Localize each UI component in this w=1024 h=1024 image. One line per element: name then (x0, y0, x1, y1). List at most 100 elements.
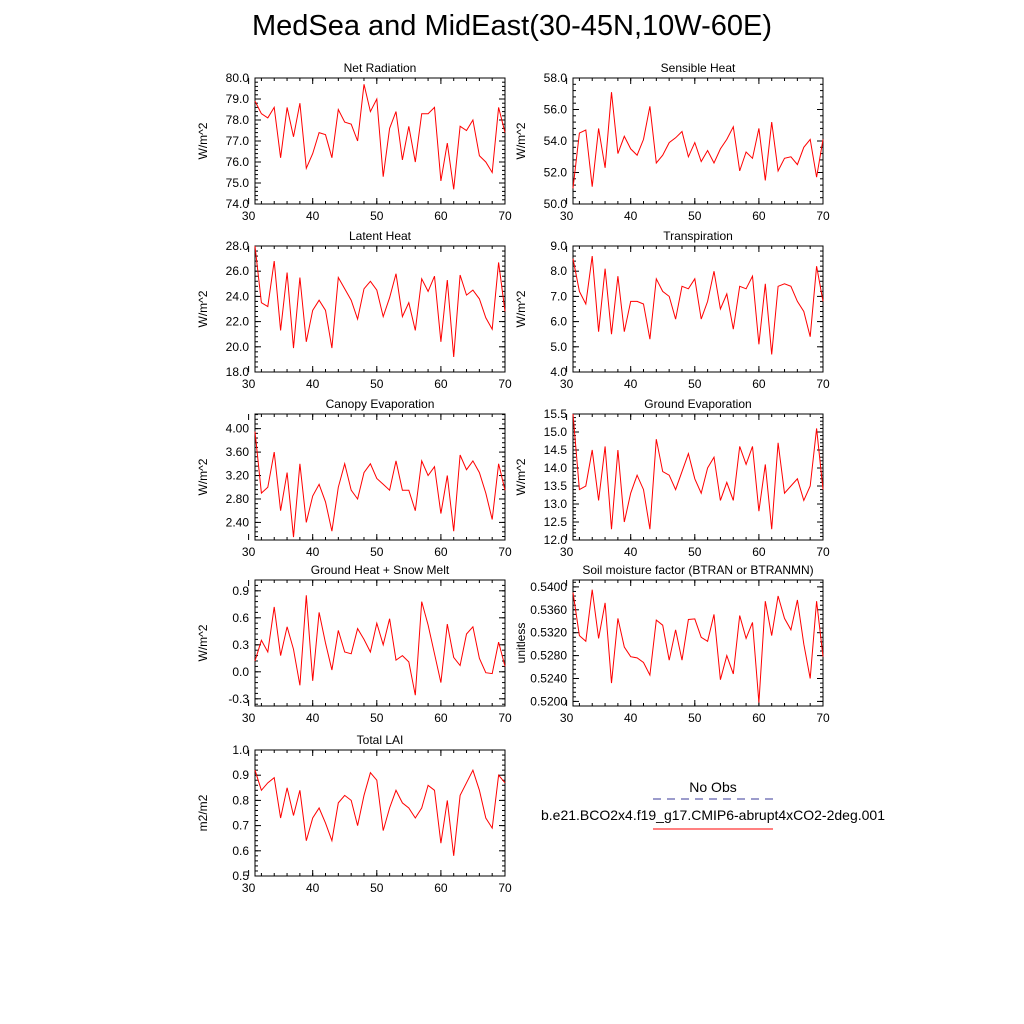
y-tick-label: 15.5 (544, 407, 568, 421)
legend-line-model-run (653, 828, 773, 830)
y-tick-label: 0.5360 (530, 603, 567, 617)
y-axis-label: W/m^2 (514, 122, 528, 159)
y-axis-label: W/m^2 (196, 458, 210, 495)
y-axis-label: W/m^2 (196, 122, 210, 159)
chart-panel-9: Total LAI m2/m2 30 40 50 60 70 0.5 0.6 0.7 0.8 0.9 1… (196, 733, 512, 895)
chart-panel-5: Canopy Evaporation W/m^2 30 40 50 60 70 2.40 2.8… (196, 397, 512, 559)
x-tick-label: 40 (306, 377, 320, 391)
x-tick-label: 50 (688, 545, 702, 559)
y-tick-label: 13.5 (544, 479, 568, 493)
y-axis-label: m2/m2 (196, 794, 210, 831)
chart-title: Latent Heat (349, 229, 412, 243)
y-tick-label: 4.0 (550, 365, 567, 379)
y-tick-label: -0.3 (228, 692, 249, 706)
x-tick-label: 30 (560, 545, 574, 559)
y-tick-label: 0.5 (232, 869, 249, 883)
x-tick-label: 50 (688, 209, 702, 223)
x-tick-label: 30 (560, 711, 574, 725)
chart-panel-1: Net Radiation W/m^2 30 40 50 60 70 74.0 75.0 76.0… (196, 61, 512, 223)
y-tick-label: 0.5320 (530, 626, 567, 640)
chart-panel-2: Sensible Heat W/m^2 30 40 50 60 70 50.0 52.0 54.0… (514, 61, 830, 223)
y-axis-label: W/m^2 (196, 624, 210, 661)
chart-title: Sensible Heat (661, 61, 736, 75)
x-tick-label: 60 (752, 545, 766, 559)
y-tick-label: 50.0 (544, 197, 568, 211)
chart-title: Ground Evaporation (644, 397, 751, 411)
y-axis-label: W/m^2 (514, 458, 528, 495)
plot-frame (572, 245, 824, 373)
legend-label-no-obs: No Obs (689, 779, 737, 795)
chart-title: Net Radiation (344, 61, 417, 75)
series-line (254, 431, 506, 538)
y-tick-label: 3.60 (226, 445, 250, 459)
y-tick-label: 22.0 (226, 315, 250, 329)
x-tick-label: 50 (370, 209, 384, 223)
y-tick-label: 8.0 (550, 264, 567, 278)
series-line (254, 768, 506, 856)
x-tick-label: 30 (242, 545, 256, 559)
y-tick-label: 0.9 (232, 584, 249, 598)
y-tick-label: 1.0 (232, 743, 249, 757)
y-tick-label: 77.0 (226, 134, 250, 148)
y-tick-label: 78.0 (226, 113, 250, 127)
x-tick-label: 40 (624, 711, 638, 725)
x-tick-label: 40 (306, 711, 320, 725)
y-tick-label: 14.0 (544, 461, 568, 475)
y-tick-label: 3.20 (226, 469, 250, 483)
y-tick-label: 56.0 (544, 103, 568, 117)
x-tick-label: 60 (434, 711, 448, 725)
x-tick-label: 40 (306, 209, 320, 223)
y-tick-label: 24.0 (226, 289, 250, 303)
y-tick-label: 18.0 (226, 365, 250, 379)
x-tick-label: 50 (688, 711, 702, 725)
chart-panel-3: Latent Heat W/m^2 30 40 50 60 70 18.0 20.0 22.0 24… (196, 229, 512, 391)
y-tick-label: 15.0 (544, 425, 568, 439)
chart-panel-7: Ground Heat + Snow Melt W/m^2 30 40 50 60 70 -0… (196, 563, 512, 725)
y-tick-label: 7.0 (550, 289, 567, 303)
x-tick-label: 70 (498, 881, 512, 895)
x-tick-label: 30 (560, 209, 574, 223)
x-tick-label: 50 (370, 545, 384, 559)
y-tick-label: 14.5 (544, 443, 568, 457)
x-tick-label: 60 (434, 377, 448, 391)
y-tick-label: 0.5280 (530, 649, 567, 663)
y-tick-label: 0.5400 (530, 580, 567, 594)
chart-title: Ground Heat + Snow Melt (311, 563, 450, 577)
x-tick-label: 70 (498, 711, 512, 725)
x-tick-label: 60 (752, 711, 766, 725)
plot-frame (572, 413, 824, 541)
x-tick-label: 70 (816, 711, 830, 725)
plot-frame (254, 413, 506, 541)
y-axis-label: unitless (514, 623, 528, 664)
y-axis-label: W/m^2 (514, 290, 528, 327)
y-tick-label: 0.6 (232, 611, 249, 625)
plot-frame (254, 749, 506, 877)
x-tick-label: 60 (752, 377, 766, 391)
x-tick-label: 40 (624, 545, 638, 559)
plot-frame (254, 579, 506, 707)
chart-title: Total LAI (357, 733, 404, 747)
figure-title: MedSea and MidEast(30-45N,10W-60E) (251, 10, 773, 42)
chart-title: Transpiration (663, 229, 733, 243)
series-line (254, 84, 506, 190)
chart-panel-4: Transpiration W/m^2 30 40 50 60 70 4.0 5.0 6.0 7.0… (514, 229, 830, 391)
y-tick-label: 74.0 (226, 197, 250, 211)
x-tick-label: 50 (688, 377, 702, 391)
y-tick-label: 9.0 (550, 239, 567, 253)
y-axis-label: W/m^2 (196, 290, 210, 327)
plot-frame (254, 245, 506, 373)
y-tick-label: 0.6 (232, 844, 249, 858)
y-tick-label: 5.0 (550, 340, 567, 354)
y-tick-label: 6.0 (550, 315, 567, 329)
chart-panel-6: Ground Evaporation W/m^2 30 40 50 60 70 12.0 12.… (514, 397, 830, 559)
y-tick-label: 12.0 (544, 533, 568, 547)
series-line (254, 245, 506, 357)
x-tick-label: 60 (434, 881, 448, 895)
x-tick-label: 60 (752, 209, 766, 223)
x-tick-label: 70 (498, 377, 512, 391)
chart-panel-8: Soil moisture factor (BTRAN or BTRANMN) u… (514, 563, 830, 725)
y-tick-label: 52.0 (544, 166, 568, 180)
x-tick-label: 40 (306, 881, 320, 895)
y-tick-label: 0.7 (232, 819, 249, 833)
